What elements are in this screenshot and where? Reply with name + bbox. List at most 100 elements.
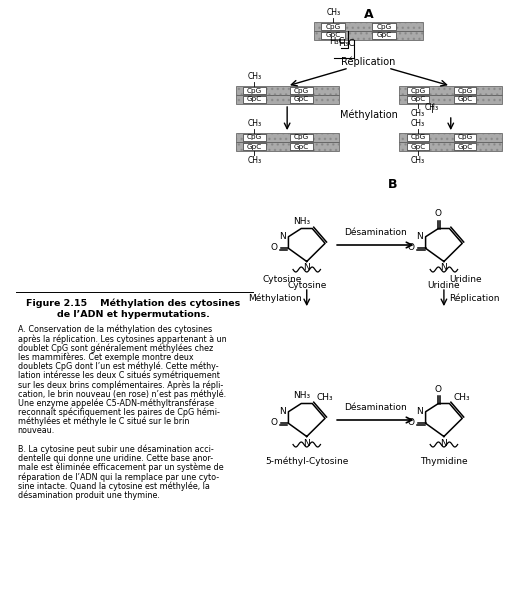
Text: CH₃: CH₃ [425, 103, 439, 112]
Text: désamination produit une thymine.: désamination produit une thymine. [18, 491, 160, 500]
Text: cation, le brin nouveau (en rose) n’est pas méthylé.: cation, le brin nouveau (en rose) n’est … [18, 389, 226, 399]
Text: GpC: GpC [294, 97, 309, 103]
Text: O: O [271, 243, 278, 252]
Text: Réplication: Réplication [449, 293, 499, 303]
Text: Réplication: Réplication [342, 57, 396, 67]
Bar [454, 134, 477, 141]
Text: Cytosine: Cytosine [287, 281, 327, 290]
Text: doublets CpG dont l’un est méthylé. Cette méthy-: doublets CpG dont l’un est méthylé. Cett… [18, 362, 218, 371]
Text: sine intacte. Quand la cytosine est méthylée, la: sine intacte. Quand la cytosine est méth… [18, 481, 209, 491]
Text: N: N [279, 232, 286, 241]
Text: Uridine: Uridine [449, 275, 481, 284]
Bar [236, 133, 338, 142]
Bar [399, 95, 502, 104]
Text: N: N [440, 438, 447, 447]
Text: dentelle qui donne une uridine. Cette base anor-: dentelle qui donne une uridine. Cette ba… [18, 454, 213, 463]
Bar [399, 142, 502, 151]
Text: Cytosine: Cytosine [263, 275, 302, 284]
Text: male est éliminée efficacement par un système de: male est éliminée efficacement par un sy… [18, 463, 223, 473]
Text: Thymidine: Thymidine [420, 457, 468, 466]
Text: CH₃: CH₃ [247, 156, 261, 165]
Bar [290, 143, 313, 150]
Text: CH₃: CH₃ [247, 72, 261, 81]
Text: N: N [304, 438, 310, 447]
Text: CpG: CpG [326, 24, 341, 30]
Bar [372, 23, 396, 30]
Bar [290, 96, 313, 103]
Bar [290, 134, 313, 141]
Text: Figure 2.15    Méthylation des cytosines: Figure 2.15 Méthylation des cytosines [26, 298, 241, 307]
Text: B: B [388, 178, 398, 191]
Bar [399, 133, 502, 142]
Text: CpG: CpG [458, 87, 473, 93]
Text: CH₃: CH₃ [453, 392, 470, 402]
Text: O: O [408, 418, 415, 427]
Text: O: O [435, 385, 442, 394]
Text: B. La cytosine peut subir une désamination acci-: B. La cytosine peut subir une désaminati… [18, 445, 214, 454]
Bar [399, 133, 502, 142]
Text: Une enzyme appelée C5-ADN-méthyltransférase: Une enzyme appelée C5-ADN-méthyltransfér… [18, 399, 214, 408]
Text: CpG: CpG [247, 87, 262, 93]
Text: Méthylation: Méthylation [248, 293, 302, 303]
Text: CH₃: CH₃ [247, 119, 261, 128]
Text: CpG: CpG [247, 135, 262, 140]
Text: de l’ADN et hypermutations.: de l’ADN et hypermutations. [57, 310, 210, 319]
Text: CpG: CpG [376, 24, 392, 30]
Text: nouveau.: nouveau. [18, 426, 55, 435]
Bar [243, 143, 266, 150]
Text: GpC: GpC [376, 32, 392, 38]
Text: CpG: CpG [294, 135, 309, 140]
Bar [314, 31, 423, 40]
Bar [454, 96, 477, 103]
Text: CpG: CpG [458, 135, 473, 140]
Bar [236, 133, 338, 142]
Text: GpC: GpC [294, 143, 309, 149]
Text: Désamination: Désamination [344, 403, 407, 412]
Bar [243, 96, 266, 103]
Text: CH₃: CH₃ [316, 392, 333, 402]
Text: H₃C: H₃C [338, 38, 355, 48]
Text: CpG: CpG [410, 87, 425, 93]
Bar [236, 95, 338, 104]
Bar [407, 134, 429, 141]
Text: CH₃: CH₃ [411, 109, 425, 118]
Bar [314, 22, 423, 31]
Text: CpG: CpG [294, 87, 309, 93]
Text: NH₃: NH₃ [293, 217, 310, 225]
Text: Désamination: Désamination [344, 228, 407, 237]
Bar [372, 32, 396, 39]
Text: O: O [271, 418, 278, 427]
Text: lation intéresse les deux C situés symétriquement: lation intéresse les deux C situés symét… [18, 371, 220, 381]
Text: Méthylation: Méthylation [339, 110, 397, 120]
Bar [399, 142, 502, 151]
Text: les mammifères. Cet exemple montre deux: les mammifères. Cet exemple montre deux [18, 353, 194, 362]
Text: doublet CpG sont généralement méthylées chez: doublet CpG sont généralement méthylées … [18, 343, 213, 353]
Text: CH₃: CH₃ [411, 156, 425, 165]
Text: CpG: CpG [410, 135, 425, 140]
Bar [399, 86, 502, 95]
Text: N: N [279, 407, 286, 417]
Text: 5-méthyl-Cytosine: 5-méthyl-Cytosine [265, 457, 349, 466]
Bar [454, 87, 477, 94]
Text: A. Conservation de la méthylation des cytosines: A. Conservation de la méthylation des cy… [18, 325, 212, 335]
Text: N: N [304, 264, 310, 273]
Text: reconnaît spécifiquement les paires de CpG hémi-: reconnaît spécifiquement les paires de C… [18, 408, 220, 417]
Bar [236, 142, 338, 151]
Bar [407, 96, 429, 103]
Bar [399, 95, 502, 104]
Bar [243, 87, 266, 94]
Text: N: N [416, 232, 422, 241]
Text: O: O [408, 243, 415, 252]
Text: GpC: GpC [326, 32, 341, 38]
Text: CH₃: CH₃ [411, 119, 425, 128]
Bar [236, 86, 338, 95]
Text: GpC: GpC [247, 97, 262, 103]
Bar [399, 86, 502, 95]
Text: Uridine: Uridine [428, 281, 460, 290]
Text: méthylées et méthyle le C situé sur le brin: méthylées et méthyle le C situé sur le b… [18, 417, 189, 427]
Text: GpC: GpC [458, 143, 473, 149]
Bar [314, 31, 423, 40]
Bar [236, 86, 338, 95]
Bar [290, 87, 313, 94]
Text: après la réplication. Les cytosines appartenant à un: après la réplication. Les cytosines appa… [18, 334, 226, 344]
